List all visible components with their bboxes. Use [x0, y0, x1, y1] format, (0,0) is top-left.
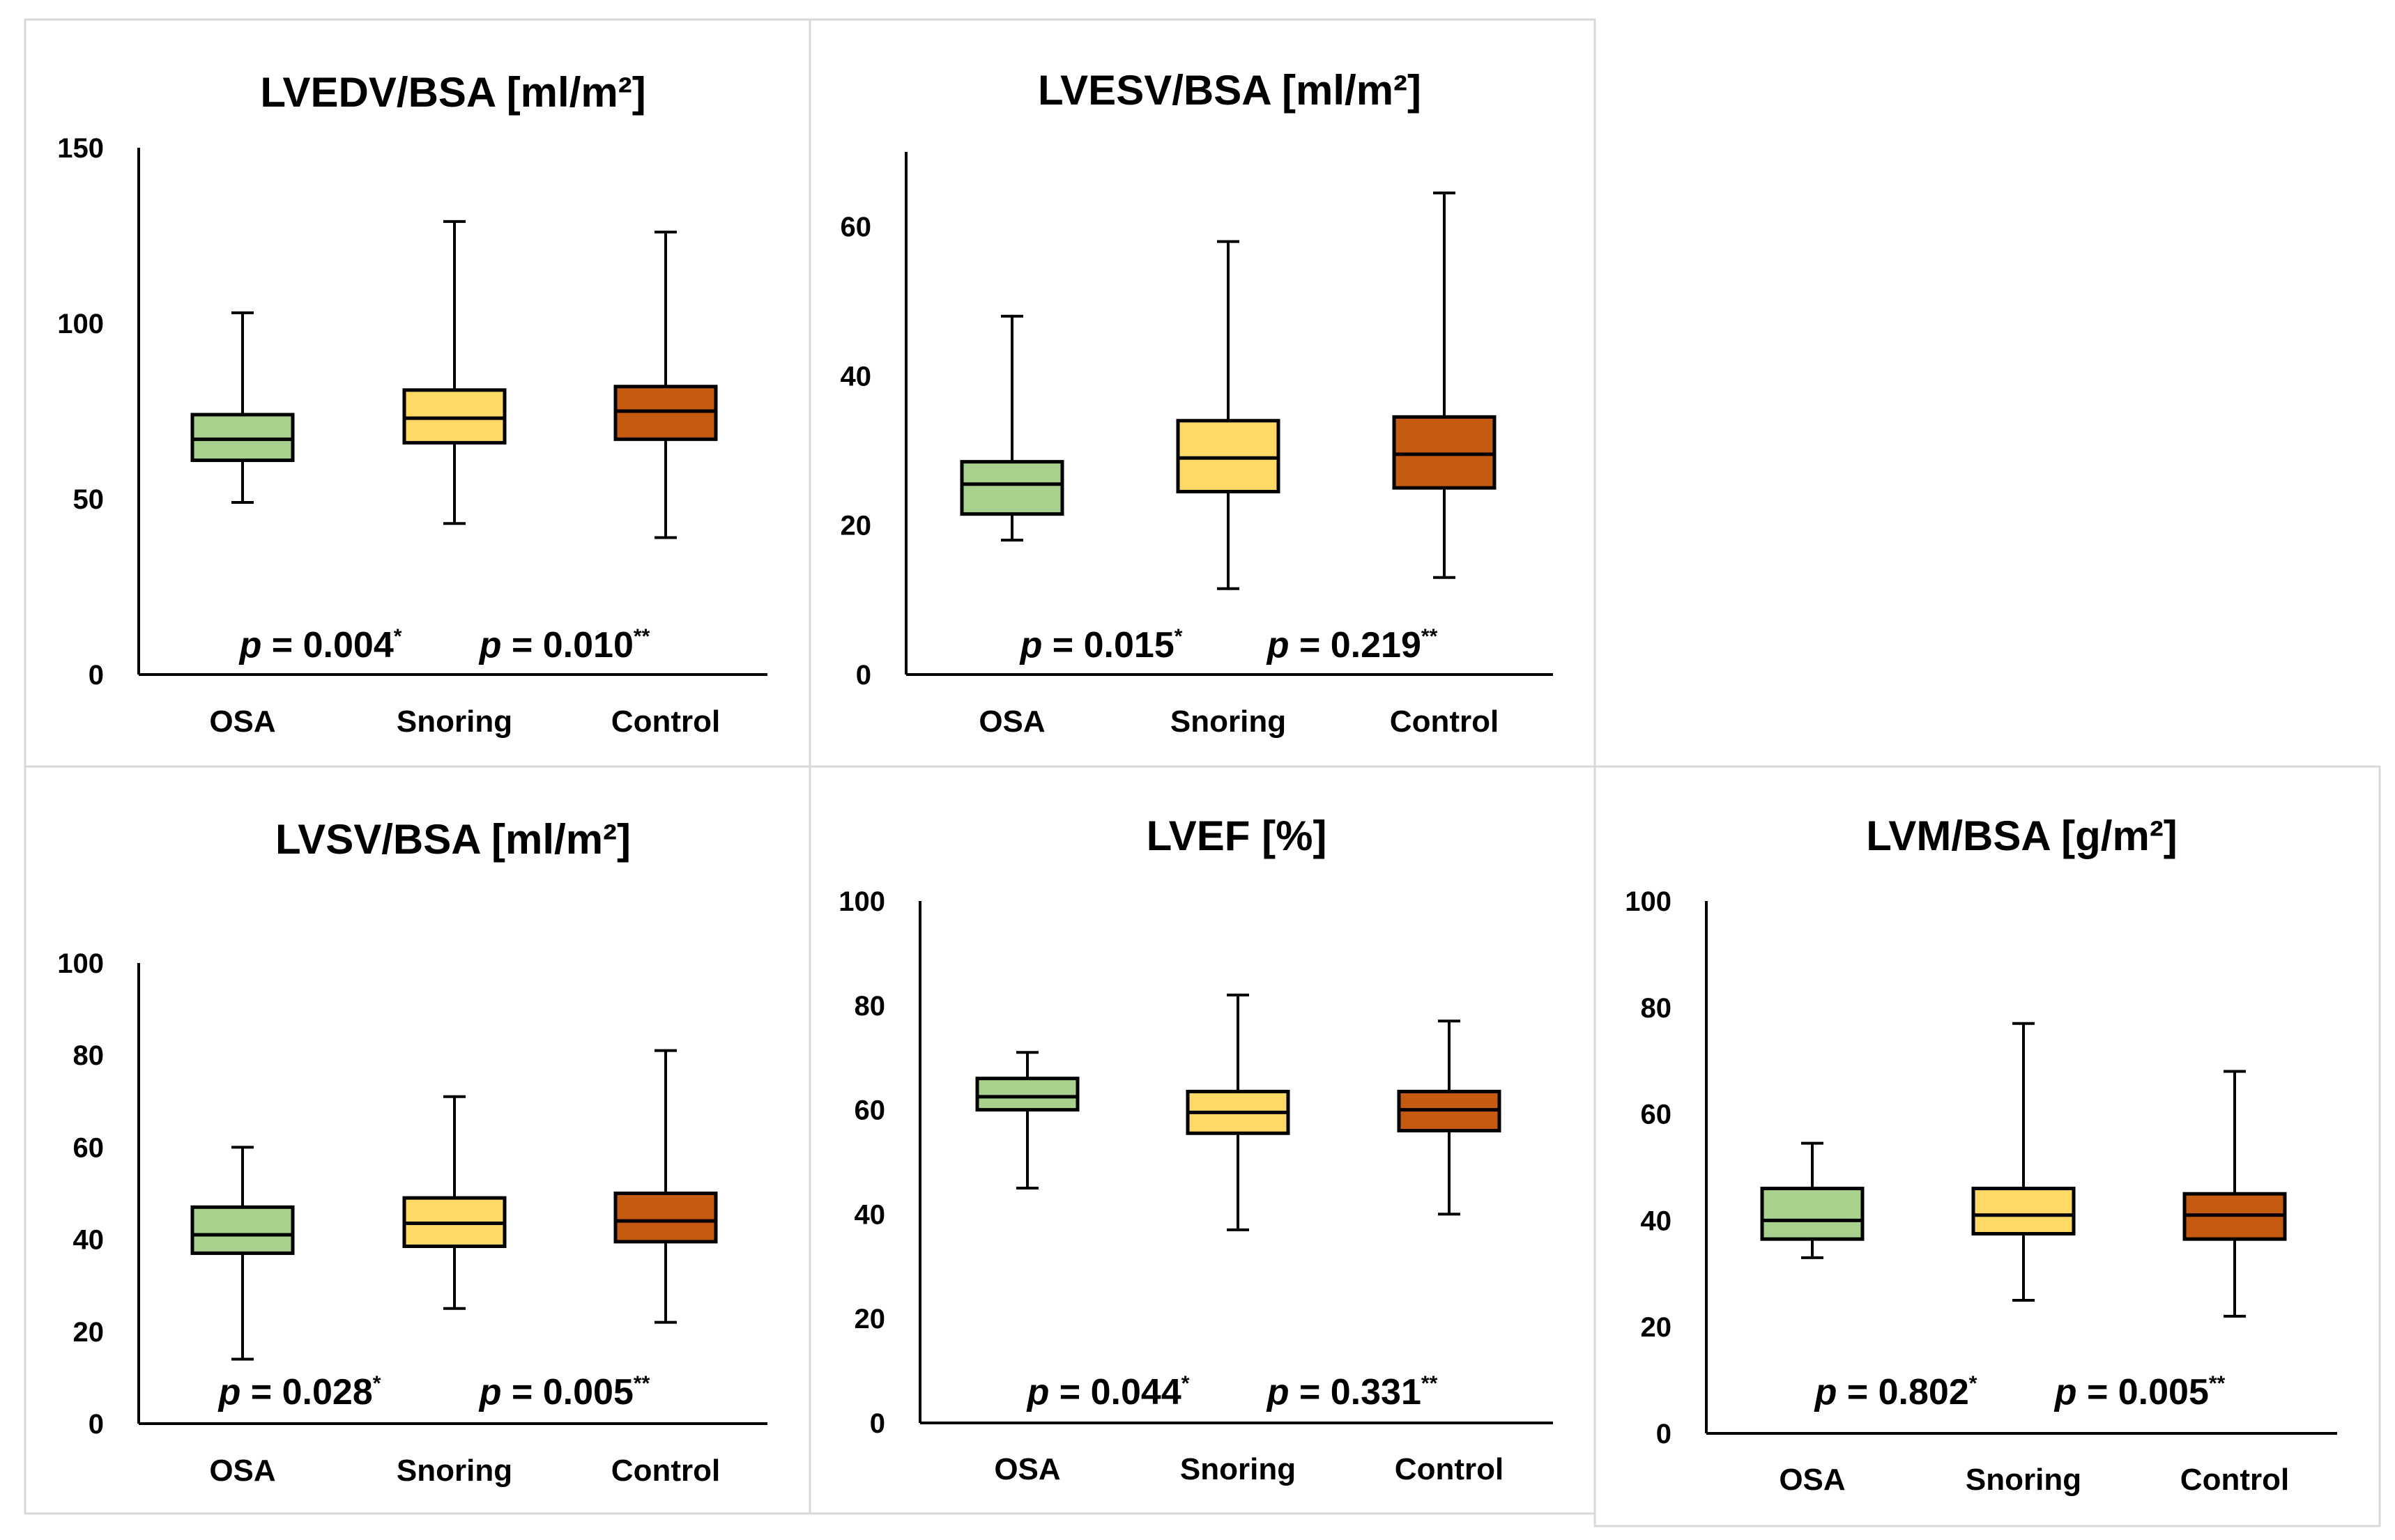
y-tick-label: 20	[1641, 1312, 1672, 1343]
x-category-label: Snoring	[397, 1454, 512, 1488]
p-value-annotation: p = 0.219**	[1266, 625, 1438, 665]
panel-frame	[1593, 765, 2381, 1527]
y-tick-label: 60	[855, 1095, 886, 1126]
iqr-box	[975, 1077, 1080, 1112]
chart-title: LVESV/BSA [ml/m²]	[1038, 67, 1421, 114]
y-tick-label: 20	[855, 1304, 886, 1334]
chart-panel-4: LVEF [%] 0 20 40 60 80 100 OSA Snoring Control p =…	[809, 765, 1596, 1515]
x-category-label: Snoring	[1180, 1452, 1296, 1486]
iqr-box	[1971, 1187, 2076, 1236]
p-value-annotation: p = 0.015*	[1019, 625, 1183, 665]
y-tick-label: 40	[73, 1225, 105, 1256]
y-tick-label: 60	[841, 212, 872, 242]
y-tick-label: 20	[841, 511, 872, 541]
x-category-label: Snoring	[397, 704, 512, 739]
box-control	[1397, 1019, 1501, 1216]
box-osa	[975, 1051, 1080, 1189]
box-osa	[1760, 1141, 1865, 1259]
x-category-label: Control	[1395, 1452, 1503, 1486]
chart-panel-3: LVSV/BSA [ml/m²] 0 20 40 60 80 100 OSA Snoring Co…	[24, 765, 811, 1515]
panel-frame	[809, 18, 1596, 768]
p-value-annotation: p = 0.005**	[2053, 1372, 2226, 1412]
y-tick-label: 0	[89, 660, 104, 691]
chart-title: LVEF [%]	[1147, 813, 1327, 859]
p-value-annotation: p = 0.004*	[238, 625, 402, 665]
iqr-box	[1392, 415, 1497, 490]
x-category-label: Control	[611, 1454, 720, 1488]
box-snoring	[402, 220, 507, 525]
x-category-label: Snoring	[1966, 1463, 2081, 1497]
x-category-label: OSA	[979, 704, 1045, 739]
p-value-annotation: p = 0.005**	[478, 1372, 650, 1412]
x-category-label: OSA	[209, 1454, 275, 1488]
box-osa	[190, 1146, 295, 1361]
y-tick-label: 100	[839, 886, 885, 917]
p-value-annotation: p = 0.331**	[1266, 1372, 1438, 1412]
p-value-annotation: p = 0.044*	[1026, 1372, 1190, 1412]
y-tick-label: 100	[57, 309, 104, 339]
x-category-label: Control	[2180, 1463, 2289, 1497]
chart-title: LVEDV/BSA [ml/m²]	[260, 69, 645, 116]
y-tick-label: 150	[57, 133, 104, 164]
iqr-box	[190, 1205, 295, 1255]
box-snoring	[402, 1095, 507, 1310]
y-tick-label: 0	[856, 660, 871, 691]
chart-title: LVSV/BSA [ml/m²]	[275, 816, 631, 863]
p-value-annotation: p = 0.028*	[217, 1372, 381, 1412]
y-tick-label: 80	[855, 991, 886, 1022]
x-category-label: OSA	[994, 1452, 1060, 1486]
x-category-label: Control	[611, 704, 720, 739]
iqr-box	[960, 460, 1064, 516]
box-snoring	[1186, 993, 1290, 1231]
chart-panel-5: LVM/BSA [g/m²] 0 20 40 60 80 100 OSA Snoring Cont…	[1593, 765, 2381, 1527]
box-control	[2182, 1070, 2287, 1318]
y-tick-label: 80	[1641, 993, 1672, 1024]
p-value-annotation: p = 0.010**	[478, 625, 650, 665]
y-tick-label: 50	[73, 484, 105, 515]
chart-panel-2: LVESV/BSA [ml/m²] 0 20 40 60 OSA Snoring Contro…	[809, 18, 1596, 768]
y-tick-label: 80	[73, 1040, 105, 1071]
y-tick-label: 0	[1656, 1419, 1671, 1449]
iqr-box	[613, 1192, 718, 1244]
box-osa	[190, 311, 295, 505]
x-category-label: OSA	[209, 704, 275, 739]
x-category-label: Snoring	[1170, 704, 1286, 739]
chart-panel-1: LVEDV/BSA [ml/m²] 0 50 100 150 OSA Snoring Cont…	[24, 18, 811, 768]
panel-frame	[24, 765, 811, 1515]
iqr-box	[1760, 1187, 1865, 1241]
panel-frame	[809, 765, 1596, 1515]
y-tick-label: 20	[73, 1317, 105, 1348]
iqr-box	[402, 388, 507, 445]
y-tick-label: 0	[89, 1409, 104, 1440]
box-control	[613, 230, 718, 539]
y-tick-label: 40	[841, 361, 872, 392]
x-category-label: Control	[1390, 704, 1499, 739]
iqr-box	[1176, 419, 1280, 494]
y-tick-label: 100	[1625, 886, 1671, 917]
box-snoring	[1176, 240, 1280, 590]
y-tick-label: 0	[870, 1408, 885, 1439]
box-osa	[960, 314, 1064, 542]
box-snoring	[1971, 1022, 2076, 1302]
p-value-annotation: p = 0.802*	[1814, 1372, 1977, 1412]
y-tick-label: 40	[855, 1199, 886, 1230]
x-category-label: OSA	[1779, 1463, 1845, 1497]
y-tick-label: 40	[1641, 1206, 1672, 1236]
iqr-box	[613, 385, 718, 441]
iqr-box	[190, 413, 295, 463]
y-tick-label: 60	[1641, 1100, 1672, 1130]
y-tick-label: 60	[73, 1132, 105, 1163]
y-tick-label: 100	[57, 948, 104, 979]
chart-title: LVM/BSA [g/m²]	[1866, 813, 2178, 859]
box-control	[1392, 191, 1497, 579]
box-control	[613, 1049, 718, 1324]
